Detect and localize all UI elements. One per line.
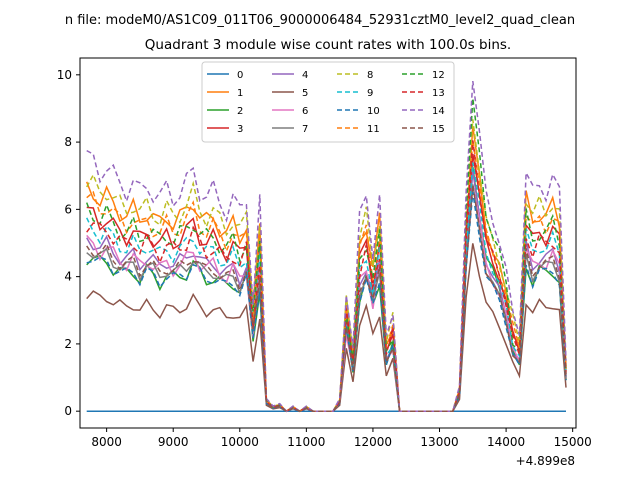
file-title: n file: modeM0/AS1C09_011T06_9000006484_… [65,13,575,28]
y-tick-label: 4 [64,270,72,284]
x-tick-label: 11000 [287,435,325,449]
series-line-8 [86,119,567,413]
series-line-4 [86,171,567,413]
y-axis: 0 2 4 6 8 10 [57,68,80,418]
x-tick-label: 9000 [158,435,189,449]
legend-label-12: 12 [432,70,445,81]
legend-label-10: 10 [367,106,380,117]
legend-label-6: 6 [302,106,308,117]
series-line-7 [86,184,567,413]
x-tick-label: 10000 [221,435,259,449]
legend-label-14: 14 [432,106,445,117]
x-axis: 8000 9000 10000 11000 12000 13000 14000 15000 [91,428,592,449]
legend-label-0: 0 [237,70,243,81]
x-tick-label: 13000 [420,435,458,449]
y-tick-label: 0 [64,404,72,418]
x-tick-label: 8000 [91,435,122,449]
series-line-2 [86,166,567,413]
legend-label-7: 7 [302,124,308,135]
chart-title: Quadrant 3 module wise count rates with … [145,37,511,53]
legend-label-2: 2 [237,106,243,117]
x-tick-label: 14000 [487,435,525,449]
legend-label-4: 4 [302,70,308,81]
y-tick-label: 10 [57,68,72,82]
legend-label-3: 3 [237,124,243,135]
x-tick-label: 15000 [554,435,592,449]
legend-label-5: 5 [302,88,308,99]
legend-label-11: 11 [367,124,380,135]
series-layer [85,81,567,413]
series-line-11 [86,140,567,413]
x-offset-label: +4.899e8 [516,454,575,468]
legend-frame [201,61,455,143]
series-line-15 [86,184,567,413]
y-tick-label: 2 [64,337,72,351]
x-tick-label: 12000 [354,435,392,449]
plot-area: 8000 9000 10000 11000 12000 13000 14000 15000 0… [57,57,592,468]
legend-label-8: 8 [367,70,373,81]
legend-label-9: 9 [367,88,373,99]
y-tick-label: 8 [64,135,72,149]
series-line-6 [86,185,567,413]
axes-frame [79,57,577,429]
legend-label-13: 13 [432,88,445,99]
legend-label-15: 15 [432,124,445,135]
y-tick-label: 6 [64,202,72,216]
legend-label-1: 1 [237,88,243,99]
